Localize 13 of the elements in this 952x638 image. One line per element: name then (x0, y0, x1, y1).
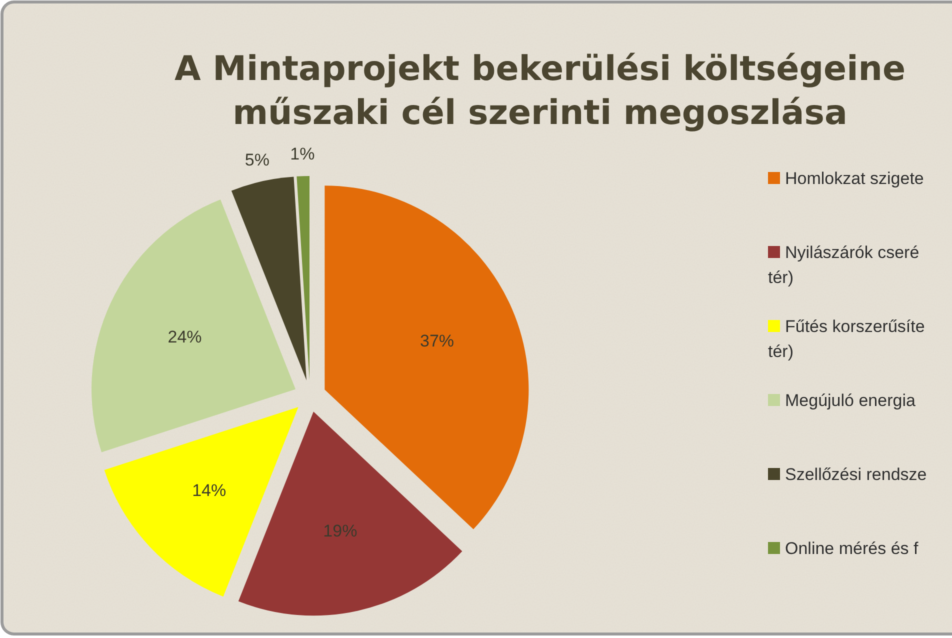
data-label: 19% (323, 522, 358, 541)
legend-label: Homlokzat szigete (785, 168, 924, 188)
legend-label: Nyilászárók cseré tér) (768, 242, 920, 286)
legend-label: Fűtés korszerűsíte tér) (768, 316, 925, 360)
data-label: 14% (192, 481, 226, 500)
data-label: 1% (290, 144, 315, 164)
data-label: 37% (420, 332, 454, 351)
data-label: 5% (244, 150, 270, 170)
chart-title: A Mintaprojekt bekerülési költségeine műszaki cél szerinti megoszlása (174, 49, 906, 133)
legend-label: Megújuló energia (785, 390, 916, 410)
legend-label: Szellőzési rendsze (785, 464, 927, 484)
data-label: 24% (168, 328, 202, 347)
legend-label: Online mérés és f (785, 538, 918, 558)
